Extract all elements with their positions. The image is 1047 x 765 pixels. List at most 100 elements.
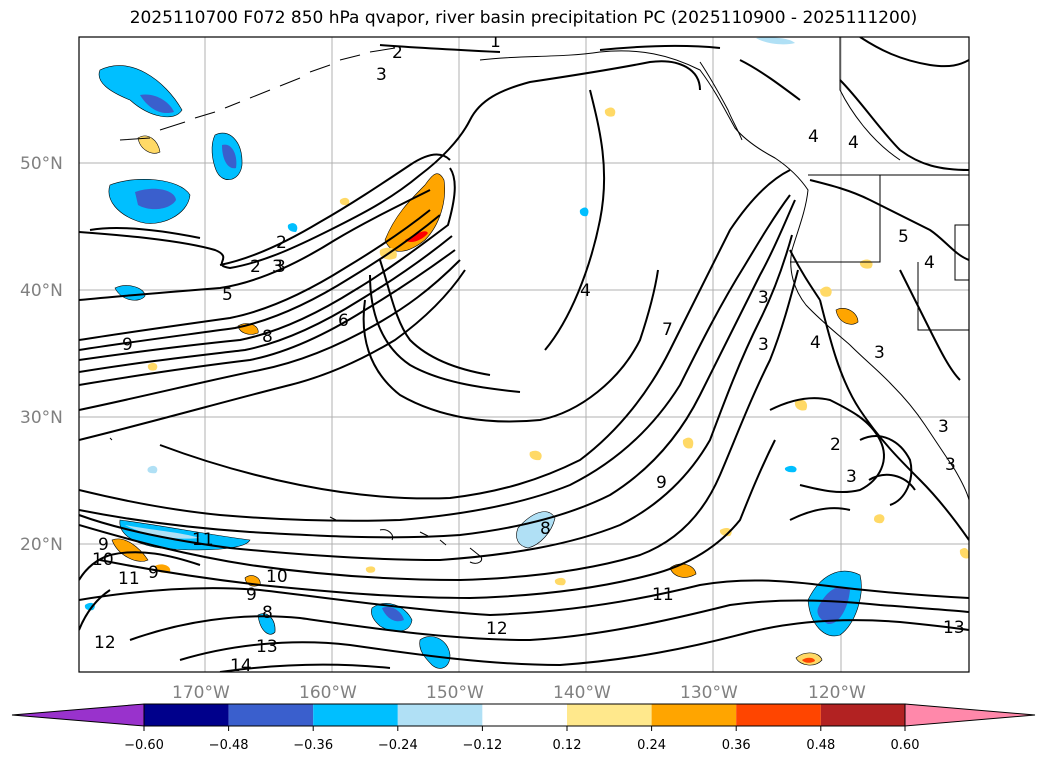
colorbar-bin [144,704,229,726]
colorbar-tick-label: 0.36 [722,738,751,753]
shade-gold-dot-20 [959,548,969,559]
shade-orange-south-1 [111,538,149,562]
shade-lblue-dot-13 [784,465,797,473]
map-title: 2025110700 F072 850 hPa qvapor, river ba… [129,8,918,28]
colorbar-tick-marks [143,726,906,731]
longitude-labels: 170°W 160°W 150°W 140°W 130°W 120°W [172,683,866,703]
lat-label-20n: 20°N [20,535,63,555]
colorbar-tick-label: −0.36 [293,738,333,753]
shade-gold-dot-16 [365,566,376,573]
contour-label: 2 [276,233,287,253]
colorbar-tick-label: 0.12 [553,738,582,753]
shade-gold-aleut [137,135,161,154]
contour-label: 2 [830,435,841,455]
shade-lblue-dot-22 [287,223,298,232]
shade-blue-hawaii [516,511,556,549]
contour-label: 9 [98,535,109,555]
colorbar: −0.60 −0.48 −0.36 −0.24 −0.12 0.12 0.24 … [11,703,1036,753]
shade-blue-south-3 [419,636,451,669]
contour-label: 11 [118,569,140,589]
colorbar-tick-label: 0.48 [806,738,835,753]
shade-gold-dot-8 [529,450,542,461]
colorbar-tick-label: −0.12 [462,738,502,753]
shaded-regions [84,37,969,669]
shade-lblue-dot-11 [147,465,158,474]
contour-labels: 1 2 3 3 2 2 3 5 6 8 9 4 7 4 4 5 3 3 4 3 … [92,32,965,676]
gridlines [79,37,969,672]
contour-label: 4 [580,281,591,301]
contour-label: 14 [230,656,252,676]
contour-label: 3 [846,467,857,487]
contour-label: 6 [338,311,349,331]
lat-label-30n: 30°N [20,408,63,428]
shade-blue-aleutian-core [222,144,237,169]
map-frame [78,36,970,673]
contour-label: 5 [222,285,233,305]
contour-label: 2 [392,43,403,63]
colorbar-over [904,703,1036,727]
lon-label-130w: 130°W [680,683,738,703]
colorbar-bin [567,704,652,726]
colorbar-bin [820,704,905,726]
lat-label-50n: 50°N [20,154,63,174]
contour-label: 8 [262,603,273,623]
contour-label: 5 [898,227,909,247]
colorbar-tick-label: −0.24 [378,738,418,753]
lon-label-140w: 140°W [553,683,611,703]
coastlines [109,37,969,564]
contour-label: 7 [662,320,673,340]
contour-label: 3 [758,288,769,308]
shade-gold-dot-4 [147,362,158,371]
contour-label: 8 [262,327,273,347]
contour-label: 11 [192,530,214,550]
shade-gold-dot-14 [719,527,732,537]
contour-label: 2 [250,257,261,277]
lon-label-170w: 170°W [172,683,230,703]
shade-gold-dot-5 [794,399,808,411]
contour-label: 4 [810,333,821,353]
contour-label: 1 [490,32,501,52]
shade-lblue-south-1 [125,525,200,539]
shade-blue-south-4 [257,613,276,635]
contour-label: 3 [874,343,885,363]
latitude-labels: 50°N 40°N 30°N 20°N [20,154,63,555]
contour-label: 4 [808,127,819,147]
colorbar-tick-label: 0.60 [891,738,920,753]
contour-label: 10 [266,567,288,587]
lon-label-120w: 120°W [808,683,866,703]
contour-label: 9 [148,563,159,583]
contour-label: 13 [943,618,965,638]
contour-label: 9 [656,473,667,493]
contour-label: 3 [272,257,283,277]
colorbar-tick-label: 0.24 [637,738,666,753]
contour-label: 9 [246,585,257,605]
shade-gold-dot-6 [873,514,885,524]
shade-gold-dot-1 [604,107,616,117]
shade-orange-se-dot [802,657,815,663]
shade-gold-dot-9 [820,286,832,297]
colorbar-under [11,703,145,727]
colorbar-bin [397,704,483,726]
contour-label: 11 [652,585,674,605]
contour-label: 3 [275,257,286,277]
shade-lblue-dot-19 [579,207,589,217]
shade-blue-west-core [135,188,176,210]
shade-lblue-dot-18 [756,37,795,45]
shade-gold-dot-2 [339,197,350,206]
contour-lines [79,37,969,672]
shade-red-jet [405,231,428,243]
shade-gold-dot-21 [682,437,694,449]
contour-label: 12 [486,619,508,639]
contour-label: 3 [758,335,769,355]
shade-lblue-dot-12 [84,602,95,611]
colorbar-bin [313,704,398,726]
shade-blue-se-core [817,586,850,625]
contour-label: 9 [122,335,133,355]
contour-label: 3 [938,417,949,437]
contour-label: 4 [848,133,859,153]
colorbar-bin [736,704,821,726]
colorbar-tick-label: −0.60 [124,738,164,753]
colorbar-bin [228,704,314,726]
contour-label: 8 [540,519,551,539]
